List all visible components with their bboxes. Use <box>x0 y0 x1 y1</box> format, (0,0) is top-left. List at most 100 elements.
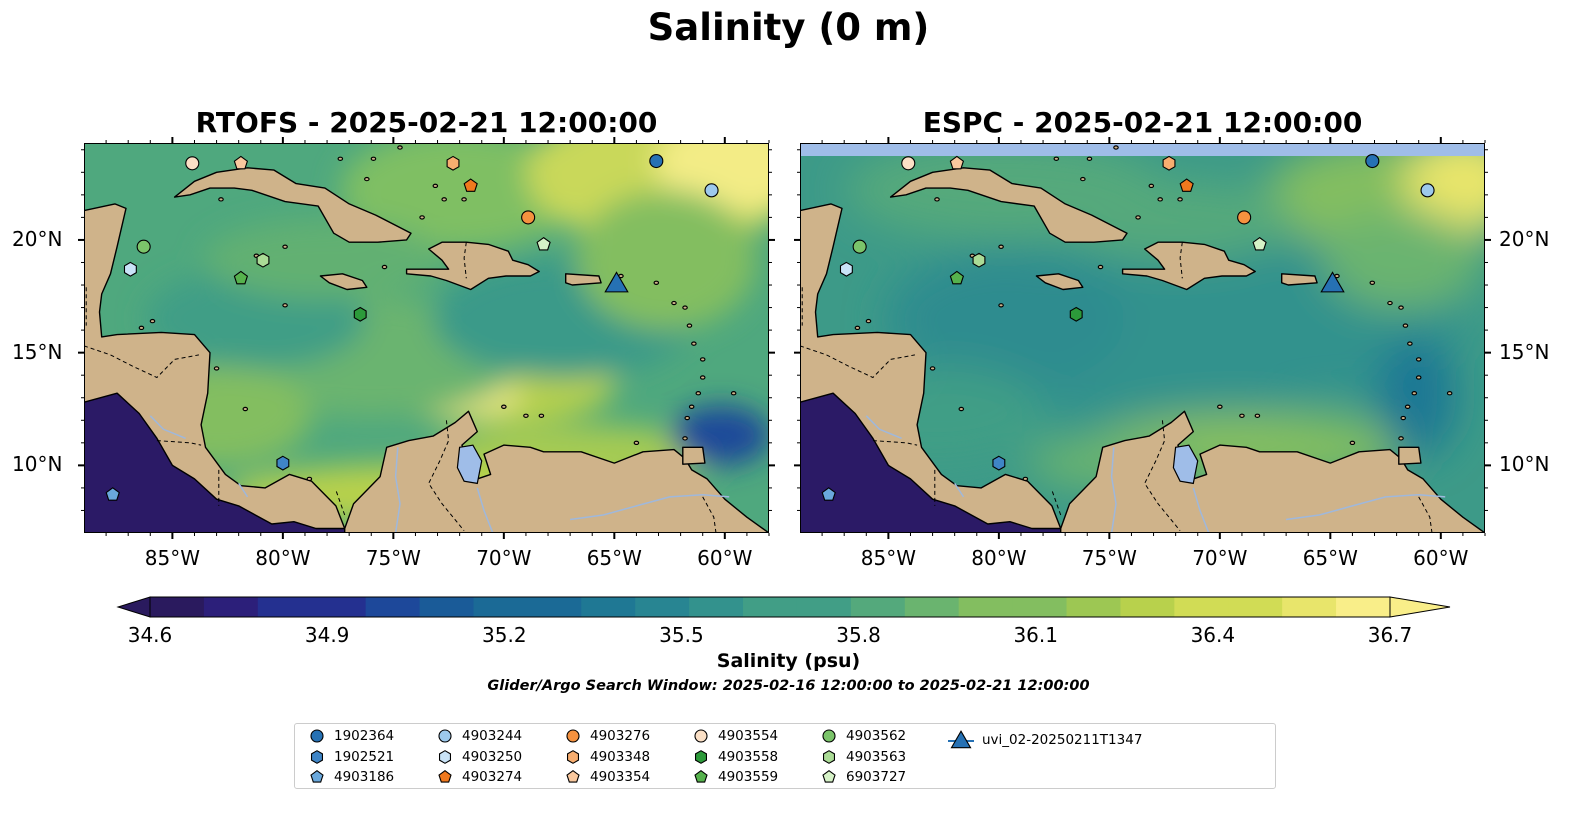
legend-label: 4903354 <box>590 769 651 785</box>
legend-marker-pentagon-icon <box>694 770 708 783</box>
legend-symbol <box>566 750 580 764</box>
figure-title: Salinity (0 m) <box>647 6 930 49</box>
small-island <box>1053 156 1060 161</box>
small-island <box>337 156 344 161</box>
legend-label: 4903276 <box>590 728 651 744</box>
land-puerto-rico <box>565 273 602 286</box>
legend-marker-pentagon-icon <box>310 770 324 783</box>
land-south-america <box>344 410 769 533</box>
small-island <box>633 440 640 446</box>
small-island <box>695 391 702 396</box>
legend-symbol <box>822 729 836 743</box>
lake-maracaibo <box>1172 444 1199 485</box>
small-island <box>1086 156 1093 161</box>
marker-6903727 <box>1252 236 1267 251</box>
marker-4903554 <box>901 156 916 171</box>
colorbar-segment <box>1066 597 1122 617</box>
legend-label: 4903244 <box>462 728 523 744</box>
legend-symbol <box>822 770 836 783</box>
marker-4903250 <box>839 261 853 277</box>
lon-tick-label: 70°W <box>1192 546 1248 570</box>
small-island <box>686 323 693 328</box>
river <box>149 415 186 439</box>
lat-tick-label: 15°N <box>12 339 63 364</box>
country-border <box>1051 490 1062 516</box>
colorbar-extend-min <box>116 596 151 618</box>
legend-entry-6903727: 6903727 <box>819 769 906 785</box>
legend-label: 1902521 <box>334 749 395 765</box>
legend-symbol <box>822 750 836 764</box>
small-island <box>1148 183 1155 189</box>
legend-symbol <box>310 729 324 743</box>
marker-4903554 <box>185 156 200 171</box>
lon-tick-label: 80°W <box>255 546 311 570</box>
small-island <box>501 404 507 409</box>
legend-symbol <box>950 730 972 749</box>
lat-tick-label: 10°N <box>12 452 63 477</box>
no-data-band <box>800 143 1485 156</box>
lon-tick-label: 85°W <box>860 546 916 570</box>
colorbar-tick-label: 36.4 <box>1190 623 1236 647</box>
marker-4903186 <box>105 487 120 501</box>
legend-marker-pentagon-icon <box>566 770 580 783</box>
marker-4903354 <box>233 155 249 170</box>
small-island <box>1177 197 1183 202</box>
legend-marker-circle-icon <box>566 729 580 743</box>
legend-entry-4903274: 4903274 <box>435 769 522 785</box>
small-island <box>364 176 370 182</box>
small-island <box>242 406 249 412</box>
marker-4903276 <box>521 210 536 225</box>
small-island <box>1402 323 1409 328</box>
small-island <box>691 341 697 346</box>
legend-label: 4903562 <box>846 728 907 744</box>
panel-title-rtofs: RTOFS - 2025-02-21 12:00:00 <box>195 106 658 139</box>
legend-marker-hexagon-icon <box>310 750 324 764</box>
small-island <box>1400 415 1407 421</box>
country-border <box>1144 420 1181 532</box>
legend-label: 6903727 <box>846 769 907 785</box>
colorbar-segment <box>581 597 636 617</box>
marker-4903348 <box>446 155 460 171</box>
colorbar-segment <box>635 597 690 617</box>
legend-label: 4903558 <box>718 749 779 765</box>
small-island <box>1217 404 1223 409</box>
legend-symbol <box>438 729 452 743</box>
legend-entry-4903186: 4903186 <box>307 769 394 785</box>
river <box>865 415 902 439</box>
marker-4903244 <box>1420 183 1435 198</box>
search-window-text: Glider/Argo Search Window: 2025-02-16 12… <box>487 678 1090 694</box>
legend-label: 4903250 <box>462 749 523 765</box>
small-island <box>419 215 425 220</box>
small-island <box>958 406 965 412</box>
colorbar-segment <box>257 597 313 617</box>
small-island <box>1239 413 1245 418</box>
legend-entry-1902521: 1902521 <box>307 749 394 765</box>
colorbar <box>116 596 1451 618</box>
marker-4903563 <box>972 252 986 268</box>
small-island <box>998 244 1004 249</box>
country-border <box>1179 242 1183 279</box>
small-island <box>688 404 695 409</box>
legend-entry-4903276: 4903276 <box>563 728 650 744</box>
colorbar-segment <box>419 597 475 617</box>
legend-entry-4903558: 4903558 <box>691 749 778 765</box>
legend-marker-circle-icon <box>310 729 324 743</box>
legend-symbol <box>310 750 324 764</box>
small-island <box>461 197 467 202</box>
marker-4903274 <box>463 178 478 192</box>
land-hispaniola <box>1121 241 1256 291</box>
land-cuba <box>173 167 412 243</box>
small-island <box>523 413 529 418</box>
legend-symbol <box>566 770 580 783</box>
legend-entry-4903563: 4903563 <box>819 749 906 765</box>
marker-4903559 <box>233 270 249 285</box>
small-island <box>538 413 545 418</box>
legend-marker-triangle-icon <box>948 730 974 749</box>
marker-4903186 <box>821 487 836 501</box>
colorbar-label: Salinity (psu) <box>716 650 861 672</box>
country-border <box>84 345 199 379</box>
lon-tick-label: 85°W <box>144 546 200 570</box>
legend-entry-4903559: 4903559 <box>691 769 778 785</box>
country-border <box>335 490 346 516</box>
small-island <box>1369 280 1376 285</box>
